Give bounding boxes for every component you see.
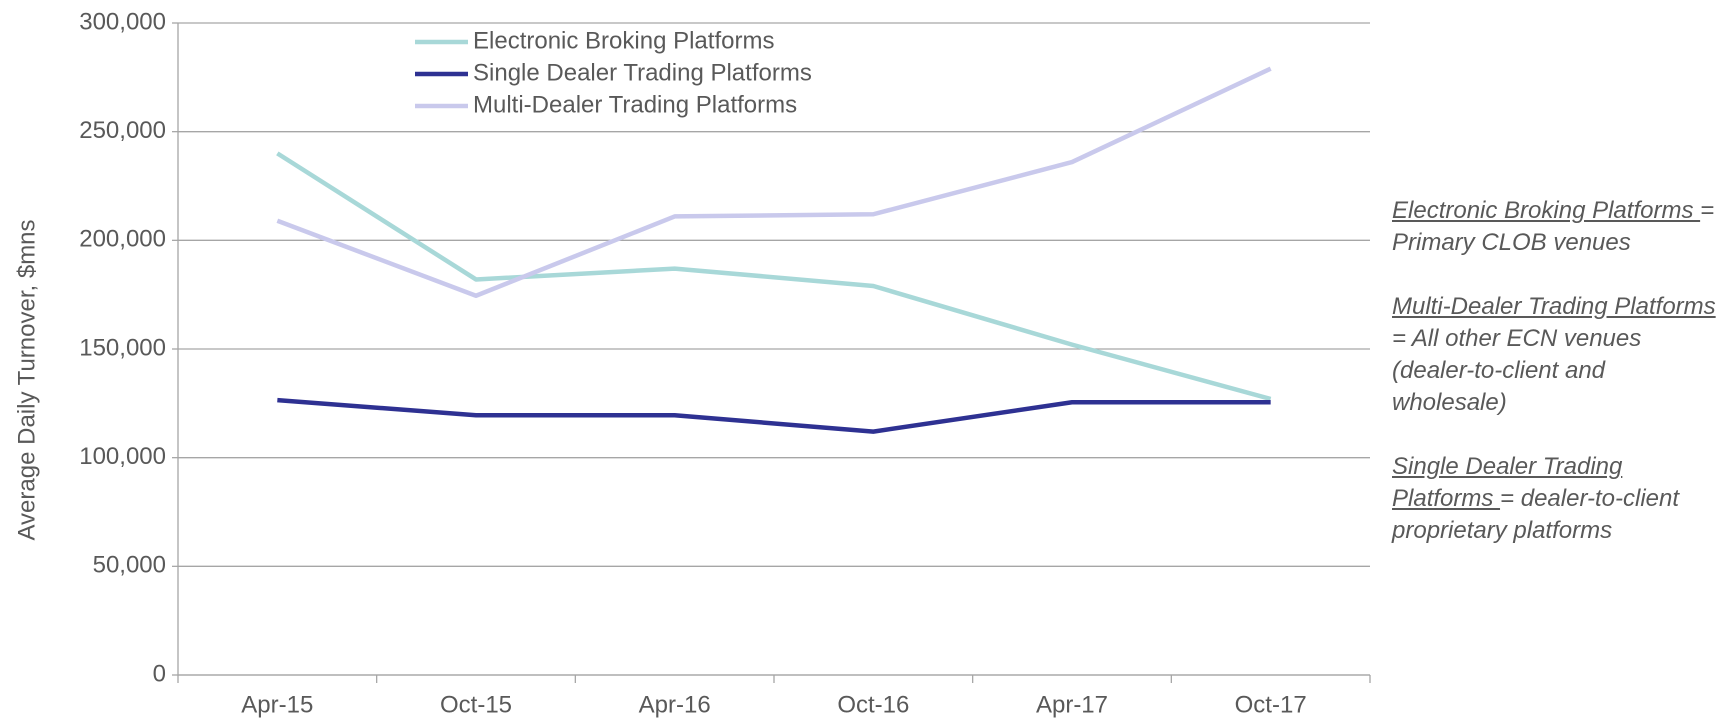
x-tick-label: Apr-16: [639, 691, 711, 718]
note-term: Multi-Dealer Trading Platforms: [1392, 293, 1716, 320]
x-tick-label: Apr-17: [1036, 691, 1108, 718]
legend-label: Single Dealer Trading Platforms: [473, 59, 812, 86]
y-axis-label: Average Daily Turnover, $mns: [13, 219, 40, 540]
legend-label: Electronic Broking Platforms: [473, 27, 774, 54]
x-tick-label: Apr-15: [241, 691, 313, 718]
x-tick-label: Oct-16: [837, 691, 909, 718]
note-definition: = Primary CLOB venues: [1392, 197, 1715, 256]
y-tick-label: 250,000: [79, 117, 166, 144]
note: Single Dealer Trading Platforms = dealer…: [1392, 451, 1722, 547]
series-line: [276, 151, 1272, 402]
y-tick-label: 300,000: [79, 8, 166, 35]
y-tick-label: 100,000: [79, 443, 166, 470]
y-tick-label: 0: [153, 660, 166, 687]
y-tick-label: 200,000: [79, 226, 166, 253]
note: Electronic Broking Platforms = Primary C…: [1392, 195, 1722, 259]
series-line: [277, 397, 1271, 434]
x-tick-label: Oct-17: [1235, 691, 1307, 718]
note: Multi-Dealer Trading Platforms = All oth…: [1392, 291, 1722, 419]
series-line: [276, 66, 1272, 299]
y-tick-label: 150,000: [79, 334, 166, 361]
note-term: Electronic Broking Platforms: [1392, 197, 1701, 224]
x-tick-label: Oct-15: [440, 691, 512, 718]
notes: Electronic Broking Platforms = Primary C…: [1392, 195, 1722, 579]
note-definition: = All other ECN venues (dealer-to-client…: [1392, 325, 1642, 416]
legend-label: Multi-Dealer Trading Platforms: [473, 91, 797, 118]
note-definition: = dealer-to-client proprietary platforms: [1392, 485, 1680, 544]
y-tick-label: 50,000: [93, 552, 166, 579]
note-term: Single Dealer Trading Platforms: [1392, 453, 1623, 512]
